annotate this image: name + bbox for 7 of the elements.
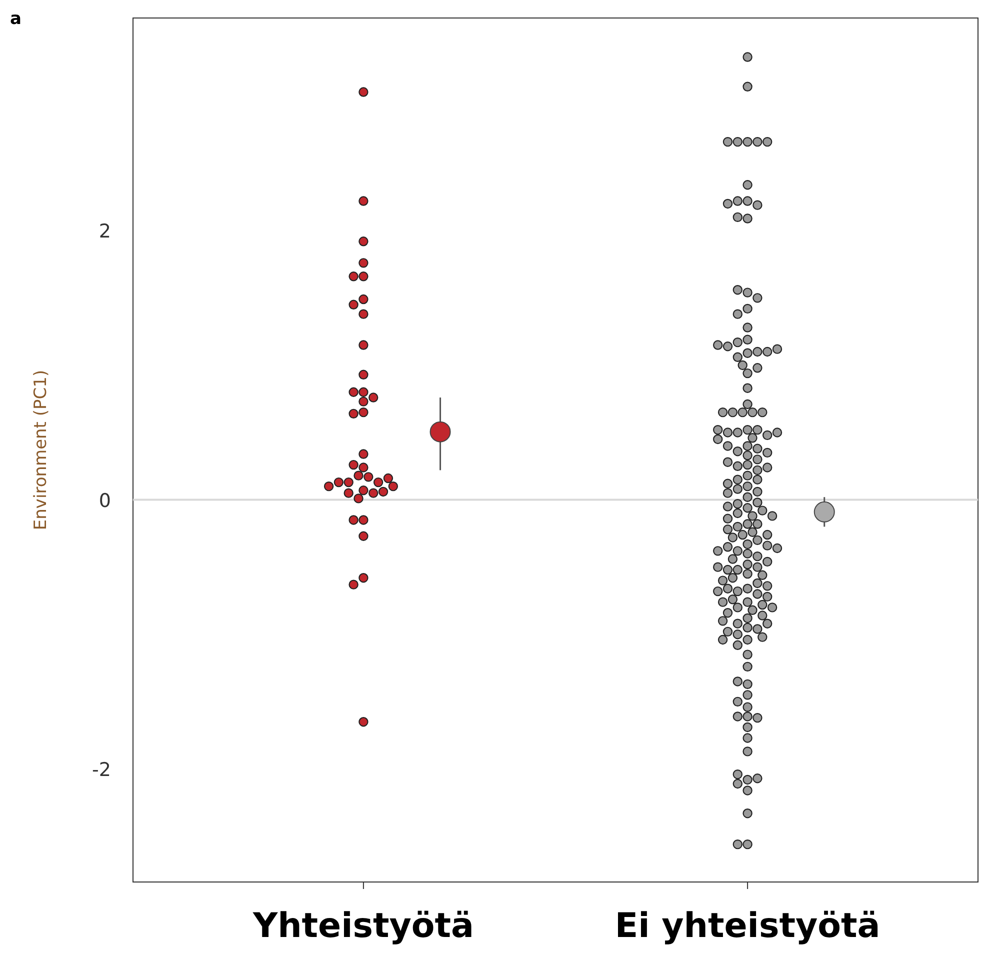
y-tick-label: 2 [98,220,111,243]
x-tick-label: Ei yhteistyötä [614,906,880,946]
y-axis-title: Environment (PC1) [31,370,51,530]
y-tick-label: -2 [92,758,111,781]
y-tick-label: 0 [98,490,111,512]
chart-title: a [10,9,22,29]
x-tick-label: Yhteistyötä [252,906,474,946]
